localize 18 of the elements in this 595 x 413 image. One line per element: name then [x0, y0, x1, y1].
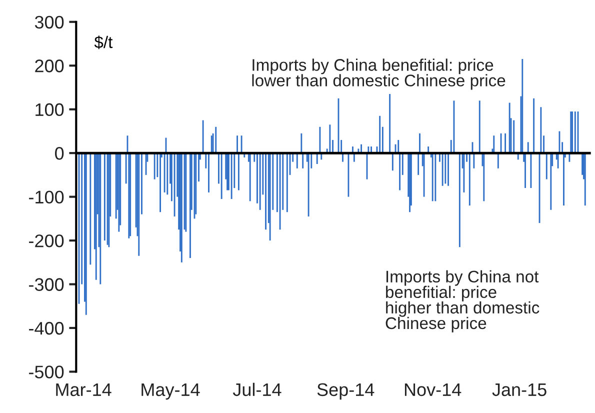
y-tick-label: -500 — [29, 366, 64, 378]
annotation: Imports by China not benefitial: price higher than domestic Chinese price — [386, 270, 540, 332]
x-tick-label: Mar-14 — [56, 383, 112, 396]
y-axis-title: $/t — [94, 36, 113, 50]
x-tick-label: May-14 — [142, 383, 200, 400]
x-tick-label: Jul-14 — [232, 382, 282, 396]
y-tick-label: 0 — [55, 147, 64, 160]
y-tick-label: -400 — [29, 322, 64, 335]
y-tick-label: 100 — [36, 103, 64, 116]
y-tick-label: -100 — [29, 190, 64, 204]
y-tick-label: -300 — [29, 278, 64, 291]
x-tick-label: Jan-15 — [492, 383, 546, 396]
y-tick-label: -200 — [29, 234, 64, 248]
y-tick-label: 200 — [35, 60, 64, 72]
x-tick-label: Nov-14 — [404, 383, 462, 396]
annotation: Imports by China benefitial: price lower than domestic Chinese price — [252, 58, 506, 90]
y-tick-label: 300 — [34, 16, 64, 29]
x-tick-label: Sep-14 — [317, 383, 374, 400]
